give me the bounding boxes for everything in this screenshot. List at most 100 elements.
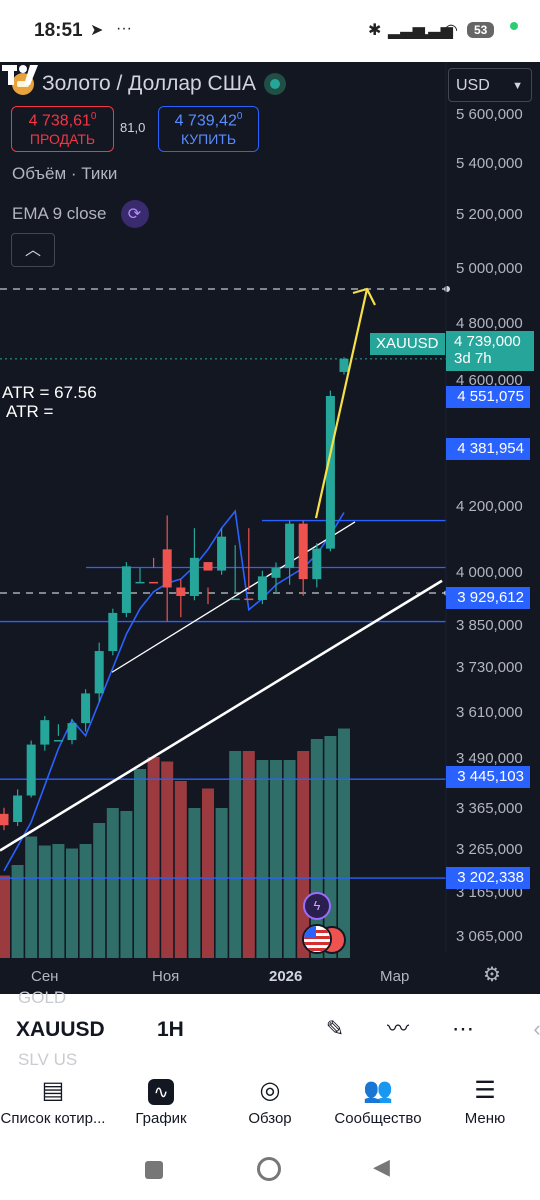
candle-body	[162, 549, 172, 588]
currency-select[interactable]: USD ▼	[448, 68, 532, 102]
volume-bar	[66, 848, 78, 958]
timeframe-selector[interactable]: 1H	[157, 1018, 184, 1041]
hamburger-icon: ☰	[474, 1077, 496, 1104]
nav-bar: ▤ Список котир... ∿ График ◎ Обзор 👥 Соо…	[0, 1066, 540, 1140]
signal-icon-1: ▂▃▅	[388, 22, 425, 39]
nav-chart[interactable]: ∿ График	[106, 1076, 216, 1127]
status-time: 18:51	[34, 20, 83, 41]
symbol-header[interactable]: Золото / Доллар США	[12, 72, 286, 96]
wifi-icon: ◠	[444, 22, 458, 39]
bar-countdown: 3d 7h	[454, 350, 492, 367]
spread-value: 81,0	[120, 120, 146, 135]
nav-community[interactable]: 👥 Сообщество	[323, 1076, 433, 1127]
back-button[interactable]: ◀	[373, 1154, 390, 1179]
price-label: 4 000,000	[456, 564, 523, 581]
more-options-icon[interactable]: ⋯	[452, 1016, 474, 1041]
green-dot-icon	[510, 22, 518, 30]
nav-label: График	[135, 1110, 187, 1127]
drawing-tool-icon[interactable]: ✎	[325, 1016, 345, 1041]
time-label: Ноя	[152, 968, 180, 985]
indicators-icon[interactable]: 〰	[386, 1016, 409, 1041]
scroll-left-icon[interactable]: ‹	[533, 1016, 540, 1041]
chart-area[interactable]: Золото / Доллар США USD ▼ 4 738,610 ПРОД…	[0, 62, 540, 994]
candle-body	[135, 581, 145, 584]
volume-bar	[270, 760, 282, 958]
chart-icon: ∿	[106, 1076, 216, 1106]
us-flag-icon[interactable]	[302, 924, 332, 954]
volume-bar	[106, 808, 119, 958]
nav-label: Сообщество	[334, 1110, 422, 1127]
chart-settings-icon[interactable]: ⚙	[483, 964, 501, 986]
candle-body	[244, 598, 254, 601]
volume-bar	[120, 811, 133, 958]
price-label: 3 065,000	[456, 928, 523, 945]
collapse-legend-button[interactable]: ︿	[11, 233, 55, 267]
system-nav-bar: ◀	[0, 1140, 540, 1200]
nav-watchlist[interactable]: ▤ Список котир...	[0, 1076, 108, 1127]
level-endpoint	[444, 286, 450, 292]
volume-bar	[38, 845, 51, 958]
level-badge: 4 381,954	[446, 438, 530, 460]
price-label: 4 200,000	[456, 498, 523, 515]
current-price: 4 739,000	[454, 333, 521, 350]
sell-price-sup: 0	[90, 111, 97, 122]
list-icon: ▤	[41, 1077, 65, 1104]
level-badge: 3 445,103	[446, 766, 530, 788]
buy-label: КУПИТЬ	[180, 131, 237, 148]
ema-indicator-row[interactable]: EMA 9 close ⟳	[12, 200, 149, 228]
candle-body	[230, 598, 240, 601]
sell-label: ПРОДАТЬ	[29, 131, 96, 148]
time-label: Сен	[31, 968, 59, 985]
nav-menu[interactable]: ☰ Меню	[430, 1076, 540, 1127]
projection-arrow-line	[314, 288, 369, 519]
buy-button[interactable]: 4 739,420 КУПИТЬ	[158, 106, 259, 152]
price-label: 3 265,000	[456, 841, 523, 858]
people-icon: 👥	[363, 1077, 393, 1104]
bluetooth-icon: ✱	[368, 22, 382, 39]
volume-bar	[11, 865, 24, 958]
price-label: 5 200,000	[456, 206, 523, 223]
candle-body	[189, 557, 199, 596]
price-label: 4 600,000	[456, 372, 523, 389]
volume-bar	[188, 808, 201, 958]
currency-value: USD	[456, 77, 490, 94]
volume-bar	[338, 728, 350, 958]
telegram-icon: ➤	[90, 22, 104, 39]
volume-bar	[229, 751, 242, 958]
symbol-price-tag: XAUUSD	[370, 333, 445, 355]
ema-indicator-label: EMA 9 close	[12, 204, 107, 223]
nav-label: Список котир...	[0, 1110, 106, 1127]
time-label: Мар	[380, 968, 410, 985]
lightning-icon[interactable]: ϟ	[303, 892, 331, 920]
long-trendline	[0, 579, 443, 852]
volume-bar	[256, 760, 269, 958]
price-label: 5 000,000	[456, 260, 523, 277]
level-badge: 4 551,075	[446, 386, 530, 408]
candle-body	[271, 568, 281, 578]
sell-button[interactable]: 4 738,610 ПРОДАТЬ	[11, 106, 114, 152]
symbol-selector[interactable]: XAUUSD	[16, 1018, 105, 1041]
recent-apps-button[interactable]	[145, 1161, 163, 1179]
ema-line	[3, 509, 345, 872]
ghost-symbol-below: SLV US	[18, 1050, 78, 1069]
home-button[interactable]	[257, 1157, 281, 1181]
nav-label: Обзор	[248, 1110, 292, 1127]
candle-body	[176, 587, 186, 596]
candle-body	[40, 720, 50, 745]
volume-bar	[242, 751, 255, 958]
atr-annotation-1: ATR = 67.56	[2, 383, 97, 402]
nav-explore[interactable]: ◎ Обзор	[215, 1076, 325, 1127]
price-label: 3 730,000	[456, 659, 523, 676]
time-label: 2026	[269, 968, 303, 985]
candle-body	[217, 536, 227, 571]
candle-body	[94, 651, 104, 694]
signal-icon-2: ▂▃▅	[416, 22, 453, 39]
candle-body	[13, 795, 23, 822]
price-label: 5 600,000	[456, 106, 523, 123]
sell-price: 4 738,61	[28, 112, 91, 130]
level-badge: 3 929,612	[446, 587, 530, 609]
candle-body	[339, 358, 349, 372]
candle-body	[81, 693, 91, 724]
candle-body	[0, 813, 9, 826]
volume-indicator-label[interactable]: Объём · Тики	[12, 164, 118, 183]
